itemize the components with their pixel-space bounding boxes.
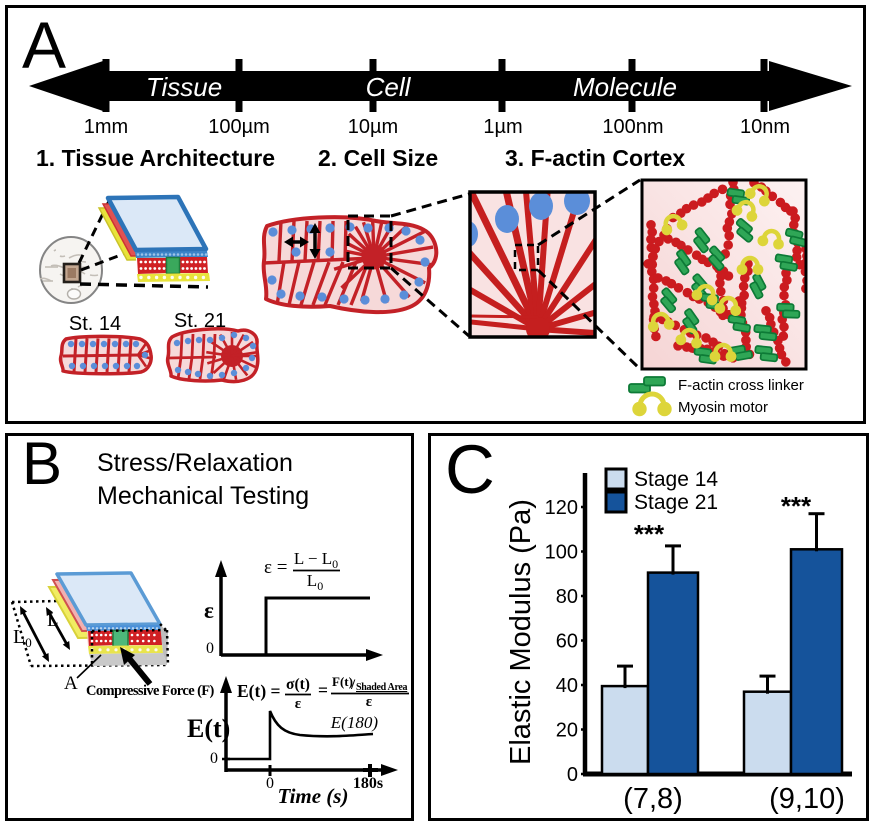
svg-text:Mechanical Testing: Mechanical Testing (97, 482, 309, 510)
svg-text:100µm: 100µm (208, 116, 270, 138)
svg-text:Shaded Area: Shaded Area (356, 682, 408, 693)
svg-text:Stage 21: Stage 21 (634, 491, 718, 514)
svg-text:A: A (64, 673, 78, 694)
svg-text:L − L0: L − L0 (294, 549, 338, 571)
svg-text:St. 14: St. 14 (69, 313, 121, 335)
svg-text:Time (s): Time (s) (278, 784, 349, 808)
svg-text:1µm: 1µm (483, 116, 522, 138)
svg-text:0: 0 (266, 775, 274, 792)
svg-text:120: 120 (545, 497, 578, 519)
svg-text:ε =: ε = (264, 557, 287, 578)
svg-text:/: / (350, 677, 356, 693)
svg-text:Tissue: Tissue (146, 72, 222, 102)
svg-text:Compressive Force (F): Compressive Force (F) (86, 683, 215, 699)
svg-text:ε: ε (204, 598, 214, 623)
svg-text:C: C (445, 431, 495, 508)
svg-text:1mm: 1mm (84, 116, 128, 138)
svg-text:(7,8): (7,8) (623, 783, 683, 815)
svg-text:100: 100 (545, 542, 578, 564)
svg-text:Cell: Cell (366, 72, 412, 102)
svg-text:A: A (22, 8, 66, 82)
svg-text:ε: ε (295, 696, 302, 712)
svg-text:100nm: 100nm (602, 116, 663, 138)
svg-text:***: *** (634, 519, 665, 549)
svg-text:Myosin motor: Myosin motor (678, 399, 768, 416)
svg-text:180s: 180s (353, 775, 383, 792)
svg-text:3. F-actin Cortex: 3. F-actin Cortex (505, 145, 685, 171)
svg-text:L: L (47, 610, 59, 631)
svg-text:F-actin cross linker: F-actin cross linker (678, 377, 804, 394)
svg-text:(9,10): (9,10) (769, 783, 845, 815)
svg-text:St. 21: St. 21 (174, 310, 226, 332)
svg-text:F(t): F(t) (332, 674, 353, 689)
svg-text:2. Cell Size: 2. Cell Size (318, 145, 438, 171)
svg-text:0: 0 (206, 640, 214, 657)
svg-text:E(t) =: E(t) = (237, 681, 281, 701)
svg-text:Molecule: Molecule (573, 72, 677, 102)
svg-text:=: = (318, 680, 328, 700)
svg-text:E(t): E(t) (187, 714, 230, 743)
svg-text:10nm: 10nm (740, 116, 790, 138)
svg-text:***: *** (781, 491, 812, 521)
svg-text:σ(t): σ(t) (286, 676, 310, 693)
svg-text:Elastic Modulus (Pa): Elastic Modulus (Pa) (505, 499, 537, 765)
svg-text:Stress/Relaxation: Stress/Relaxation (97, 449, 293, 477)
svg-text:B: B (22, 430, 62, 497)
svg-text:E(180): E(180) (330, 713, 379, 732)
svg-text:1. Tissue Architecture: 1. Tissue Architecture (36, 145, 275, 171)
svg-text:10µm: 10µm (348, 116, 398, 138)
svg-text:ε: ε (366, 694, 373, 710)
svg-text:40: 40 (556, 675, 578, 697)
svg-text:20: 20 (556, 720, 578, 742)
svg-text:0: 0 (210, 750, 218, 767)
svg-text:0: 0 (567, 764, 578, 786)
svg-text:Stage 14: Stage 14 (634, 468, 718, 491)
svg-text:80: 80 (556, 586, 578, 608)
svg-text:60: 60 (556, 631, 578, 653)
